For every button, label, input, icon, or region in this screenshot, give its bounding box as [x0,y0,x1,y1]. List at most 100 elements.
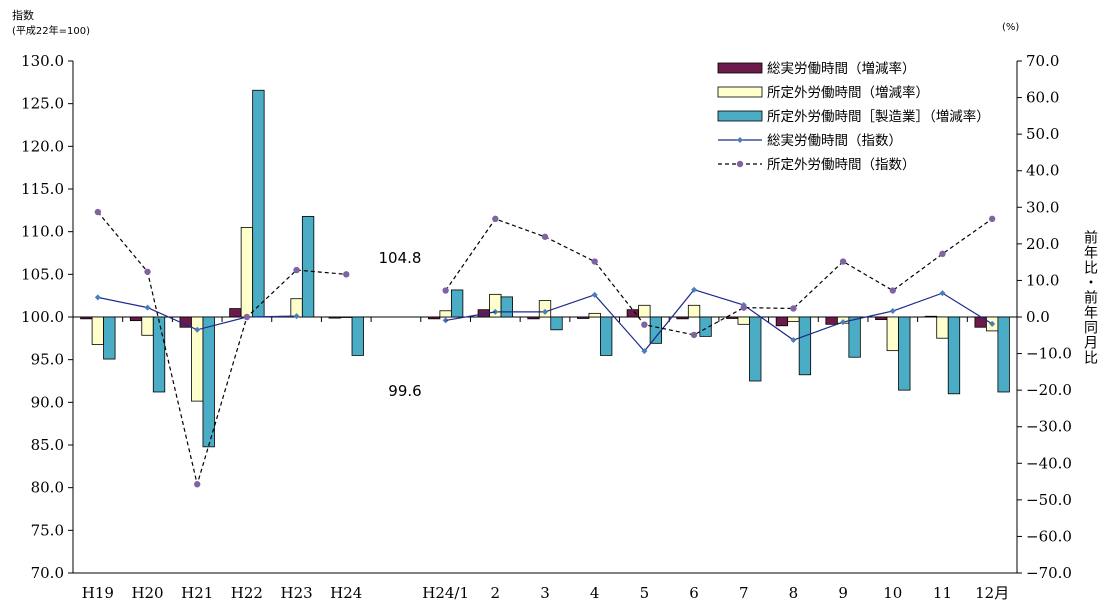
series-point [939,250,946,258]
series-point [889,287,896,294]
series-line [445,218,993,336]
category-label: 10 [883,584,902,602]
bar [638,304,651,318]
bar [997,316,1010,393]
left-tick-label: 100.0 [21,308,64,326]
left-tick-label: 115.0 [21,180,64,198]
bar [798,316,812,376]
bar [726,316,739,319]
series-point [889,308,896,315]
left-tick-label: 70.0 [31,564,64,582]
right-tick-label: 10.0 [1026,271,1059,289]
series-point [591,291,598,298]
right-tick-label: 70.0 [1026,52,1059,70]
annotation-label: 99.6 [388,382,421,400]
left-tick-label: 95.0 [31,351,64,369]
left-tick-label: 125.0 [21,95,64,113]
category-label: H21 [181,584,213,602]
bar [924,315,938,318]
right-tick-label: 50.0 [1026,125,1059,143]
series-point [94,294,101,301]
series-point [690,331,698,339]
bar [699,316,712,337]
series-point [343,271,350,278]
bar [600,316,613,356]
series-point [790,337,797,344]
bar [749,316,762,382]
series-point [740,304,747,311]
series-point [541,233,549,240]
series-line [445,311,496,322]
bar [91,316,104,345]
legend-marker [737,137,743,143]
legend-label: 所定外労働時間（指数） [767,157,916,173]
bar [141,316,154,336]
bar [775,316,789,327]
legend-label: 総実労働時間（増減率） [767,60,916,77]
annotation-label: 104.8 [379,249,422,267]
bar [875,316,888,320]
bar [80,316,93,320]
category-label: 7 [739,584,749,602]
series-point [194,326,201,333]
bar [947,316,961,395]
bar [179,316,192,328]
left-tick-label: 110.0 [21,223,64,241]
category-label: 2 [491,584,501,602]
series-point [293,266,300,274]
right-tick-label: −20.0 [1026,381,1072,399]
bar [351,316,364,356]
series-point [293,313,300,320]
bar [439,310,452,318]
bar [152,316,166,393]
category-label: 9 [838,584,848,602]
bar [898,316,911,391]
series-point [839,258,847,265]
right-tick-label: −10.0 [1026,345,1072,363]
bar [427,316,441,320]
left-axis-subtitle: (平成22年=100) [12,26,90,37]
category-label: 12月 [975,584,1009,602]
category-label: 11 [933,584,952,602]
left-tick-label: 80.0 [31,479,64,497]
legend-label: 総実労働時間（指数） [767,133,902,149]
series-line [97,211,347,487]
left-tick-label: 130.0 [21,52,64,70]
bar [500,296,513,318]
series-point [442,287,449,294]
series-point [492,215,499,223]
bar [626,309,640,318]
series-point [988,215,996,223]
series-point [641,348,648,355]
series-point [840,319,847,326]
right-tick-label: −70.0 [1026,564,1072,582]
bar [577,316,590,319]
legend-swatch [717,110,763,122]
right-tick-label: −50.0 [1026,491,1072,509]
bar [538,300,552,318]
bar [936,316,949,339]
series-point [194,481,201,488]
right-axis-unit: (%) [1002,22,1020,33]
legend-swatch [717,86,763,98]
bar [129,316,143,322]
bar [340,316,353,318]
series-point [542,308,548,315]
series-point [989,320,996,327]
bar [252,89,265,318]
bar [848,316,861,358]
left-axis-title: 指数 [12,9,34,22]
legend-swatch [717,62,763,74]
left-tick-label: 105.0 [21,265,64,283]
bar [103,316,116,360]
right-tick-label: 0.0 [1026,308,1050,326]
category-label: 6 [689,584,699,602]
series-point [591,258,598,265]
right-tick-label: 40.0 [1026,162,1059,180]
bar [825,316,838,325]
bar [737,316,750,325]
bar [229,308,242,318]
bar [527,316,540,320]
category-label: H24 [330,584,362,602]
left-tick-label: 120.0 [21,137,64,155]
